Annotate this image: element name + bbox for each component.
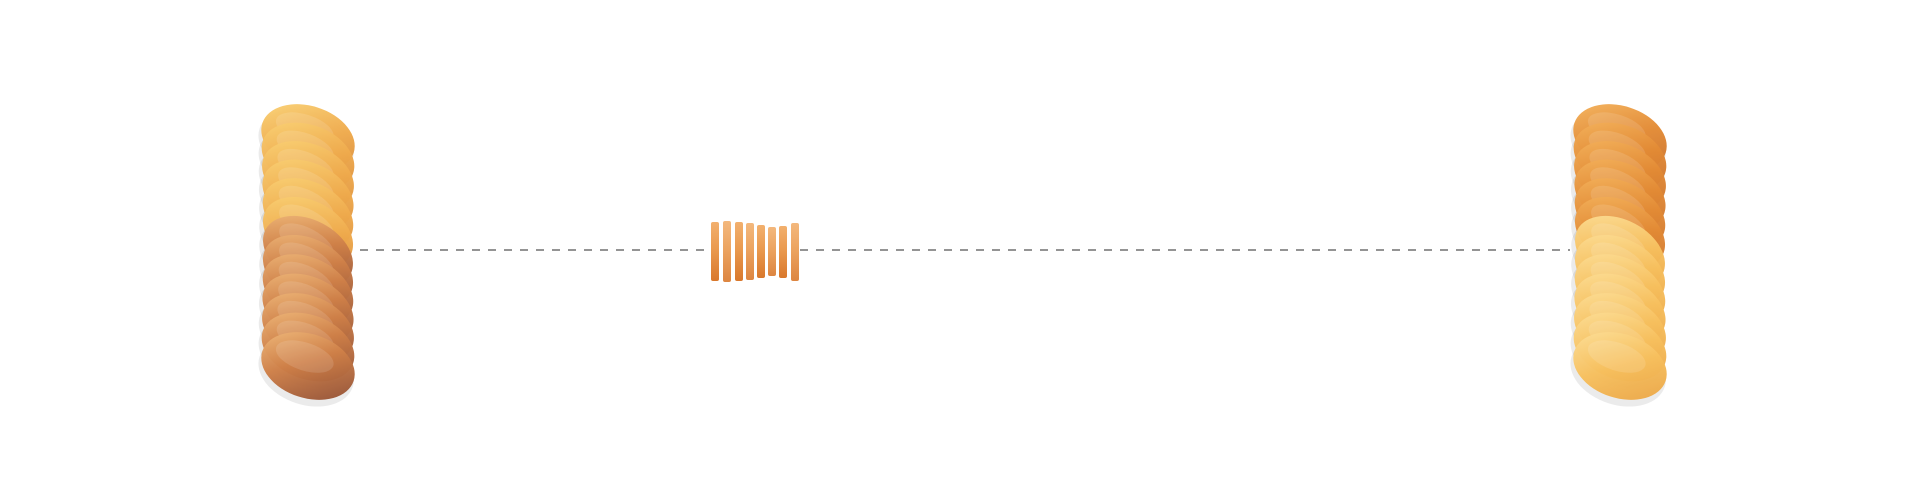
coil-disc xyxy=(1570,332,1667,407)
compressed-slat xyxy=(746,223,754,280)
center-compressed-coil xyxy=(711,221,799,282)
compressed-slat xyxy=(711,222,719,281)
left-coil xyxy=(258,104,355,407)
coil-disc xyxy=(258,332,355,407)
compressed-slat xyxy=(768,227,776,276)
right-coil xyxy=(1570,104,1667,407)
compressed-slat xyxy=(723,221,731,282)
compressed-slat xyxy=(779,226,787,278)
compressed-slat xyxy=(791,223,799,281)
compressed-slat xyxy=(735,222,743,281)
compressed-slat xyxy=(757,225,765,278)
